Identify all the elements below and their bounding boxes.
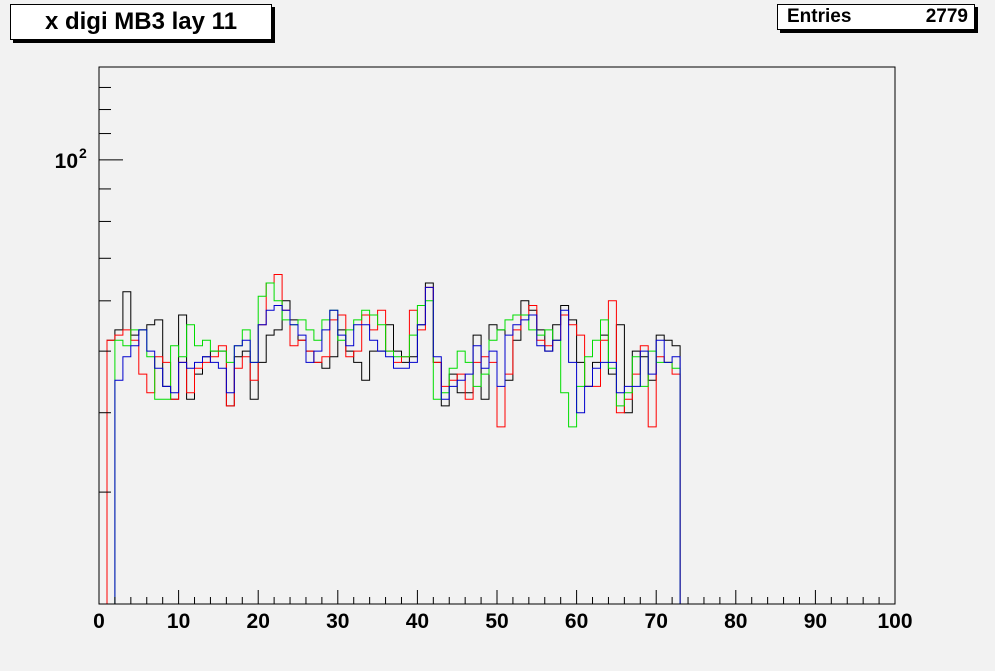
stats-box: Entries 2779 xyxy=(777,4,975,30)
x-tick-label: 20 xyxy=(247,610,270,633)
histogram-series xyxy=(106,274,895,605)
x-tick-label: 70 xyxy=(645,610,668,633)
x-tick-label: 10 xyxy=(167,610,190,633)
x-tick-label: 30 xyxy=(326,610,349,633)
series-line-2 xyxy=(107,282,895,605)
x-tick-label: 100 xyxy=(877,610,912,633)
stats-entries-label: Entries xyxy=(787,6,852,27)
x-tick-label: 40 xyxy=(406,610,429,633)
x-tick-label: 60 xyxy=(565,610,588,633)
histogram-title: x digi MB3 lay 11 xyxy=(10,4,272,40)
x-tick-label: 80 xyxy=(724,610,747,633)
x-tick-label: 50 xyxy=(485,610,508,633)
x-tick-label: 0 xyxy=(93,610,105,633)
stats-entries-value: 2779 xyxy=(925,6,968,27)
y-tick-label-base: 10 xyxy=(55,150,78,173)
series-line-3 xyxy=(107,286,895,605)
y-tick-label-exponent: 2 xyxy=(79,145,87,161)
x-tick-label: 90 xyxy=(804,610,827,633)
